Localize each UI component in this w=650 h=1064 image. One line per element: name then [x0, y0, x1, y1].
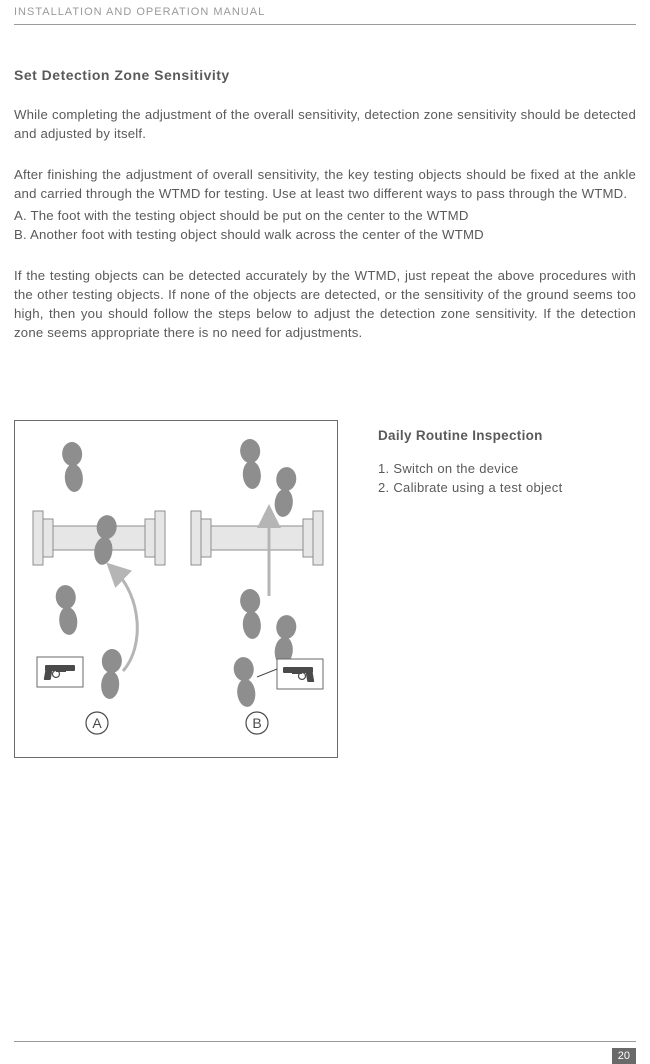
section-title: Set Detection Zone Sensitivity	[14, 67, 636, 83]
svg-text:A: A	[92, 715, 102, 731]
paragraph-2-item-b: B. Another foot with testing object shou…	[14, 225, 636, 244]
page-header: INSTALLATION AND OPERATION MANUAL	[14, 0, 636, 25]
paragraph-2-item-a: A. The foot with the testing object shou…	[14, 206, 636, 225]
svg-text:B: B	[252, 715, 261, 731]
inspection-step-2: 2. Calibrate using a test object	[378, 480, 636, 495]
inspection-step-1: 1. Switch on the device	[378, 461, 636, 476]
paragraph-2: After finishing the adjustment of overal…	[14, 165, 636, 203]
page-footer: 20	[14, 1041, 636, 1042]
page-number: 20	[612, 1048, 636, 1064]
walkthrough-diagram: A B	[14, 420, 338, 758]
paragraph-1: While completing the adjustment of the o…	[14, 105, 636, 143]
inspection-title: Daily Routine Inspection	[378, 428, 636, 443]
paragraph-3: If the testing objects can be detected a…	[14, 266, 636, 343]
